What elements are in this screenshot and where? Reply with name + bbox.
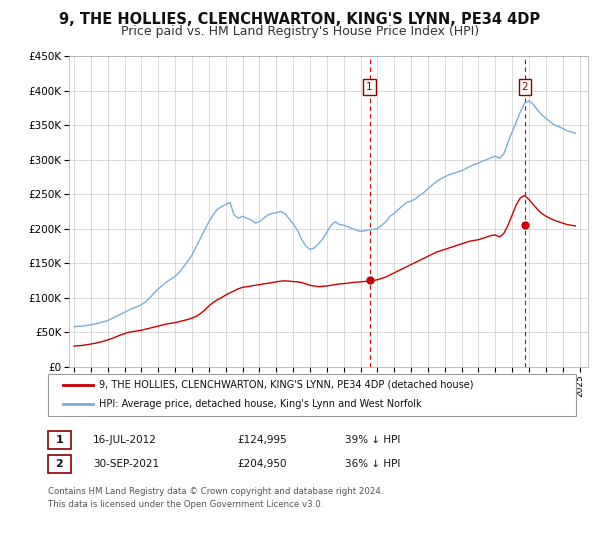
Text: 9, THE HOLLIES, CLENCHWARTON, KING'S LYNN, PE34 4DP (detached house): 9, THE HOLLIES, CLENCHWARTON, KING'S LYN… <box>99 380 473 390</box>
Text: Contains HM Land Registry data © Crown copyright and database right 2024.: Contains HM Land Registry data © Crown c… <box>48 487 383 496</box>
Text: HPI: Average price, detached house, King's Lynn and West Norfolk: HPI: Average price, detached house, King… <box>99 399 422 409</box>
Text: £124,995: £124,995 <box>237 435 287 445</box>
Text: 1: 1 <box>56 435 63 445</box>
Text: This data is licensed under the Open Government Licence v3.0.: This data is licensed under the Open Gov… <box>48 500 323 508</box>
Text: 30-SEP-2021: 30-SEP-2021 <box>93 459 159 469</box>
Text: 16-JUL-2012: 16-JUL-2012 <box>93 435 157 445</box>
Text: 2: 2 <box>56 459 63 469</box>
Text: 2: 2 <box>521 82 528 92</box>
Text: 39% ↓ HPI: 39% ↓ HPI <box>345 435 400 445</box>
Text: 36% ↓ HPI: 36% ↓ HPI <box>345 459 400 469</box>
Text: 9, THE HOLLIES, CLENCHWARTON, KING'S LYNN, PE34 4DP: 9, THE HOLLIES, CLENCHWARTON, KING'S LYN… <box>59 12 541 27</box>
Text: Price paid vs. HM Land Registry's House Price Index (HPI): Price paid vs. HM Land Registry's House … <box>121 25 479 38</box>
Text: £204,950: £204,950 <box>237 459 287 469</box>
Text: 1: 1 <box>367 82 373 92</box>
